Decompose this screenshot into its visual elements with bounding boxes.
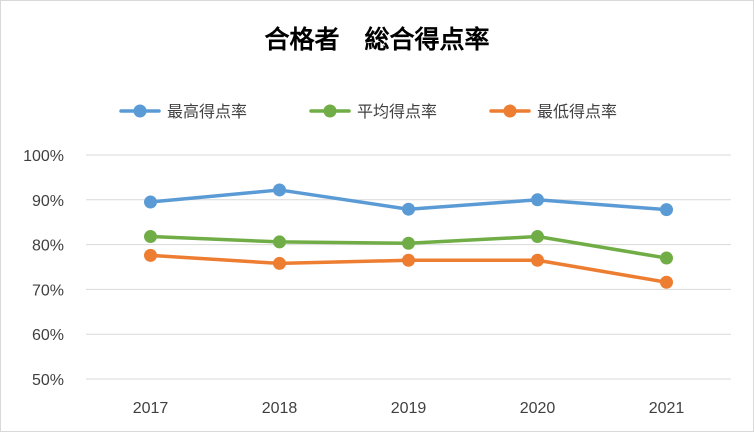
data-point: [402, 253, 415, 267]
y-tick-label: 90%: [32, 193, 64, 210]
legend: 最高得点率 平均得点率 最低得点率: [119, 102, 617, 121]
x-axis: 2017 2018 2019 2020 2021: [133, 400, 685, 417]
legend-label: 最低得点率: [537, 102, 617, 121]
data-point: [144, 230, 157, 244]
data-point: [660, 275, 673, 289]
gridlines: [86, 154, 731, 380]
data-point: [660, 251, 673, 265]
y-tick-label: 80%: [32, 238, 64, 255]
data-point: [273, 183, 286, 197]
x-tick-label: 2021: [649, 400, 685, 417]
data-point: [273, 256, 286, 270]
series-group: [144, 183, 673, 289]
data-point: [144, 195, 157, 209]
data-point: [531, 253, 544, 267]
data-point: [273, 235, 286, 249]
x-tick-label: 2017: [133, 400, 169, 417]
legend-label: 最高得点率: [167, 102, 247, 121]
legend-item-2: 最低得点率: [489, 102, 617, 121]
data-point: [660, 203, 673, 217]
data-point: [144, 248, 157, 262]
y-tick-label: 60%: [32, 327, 64, 344]
legend-marker-swatch: [133, 104, 147, 118]
legend-marker-swatch: [323, 104, 337, 118]
legend-item-0: 最高得点率: [119, 102, 247, 121]
y-axis: 50% 60% 70% 80% 90% 100%: [23, 148, 64, 389]
legend-item-1: 平均得点率: [309, 102, 437, 121]
y-tick-label: 70%: [32, 282, 64, 299]
data-point: [402, 236, 415, 250]
chart-title: 合格者 総合得点率: [264, 25, 489, 54]
data-point: [531, 230, 544, 244]
y-tick-label: 50%: [32, 372, 64, 389]
legend-marker-swatch: [503, 104, 517, 118]
x-tick-label: 2019: [391, 400, 427, 417]
data-point: [402, 202, 415, 216]
data-point: [531, 193, 544, 207]
x-tick-label: 2020: [520, 400, 556, 417]
legend-label: 平均得点率: [357, 102, 437, 121]
x-tick-label: 2018: [262, 400, 298, 417]
y-tick-label: 100%: [23, 148, 64, 165]
